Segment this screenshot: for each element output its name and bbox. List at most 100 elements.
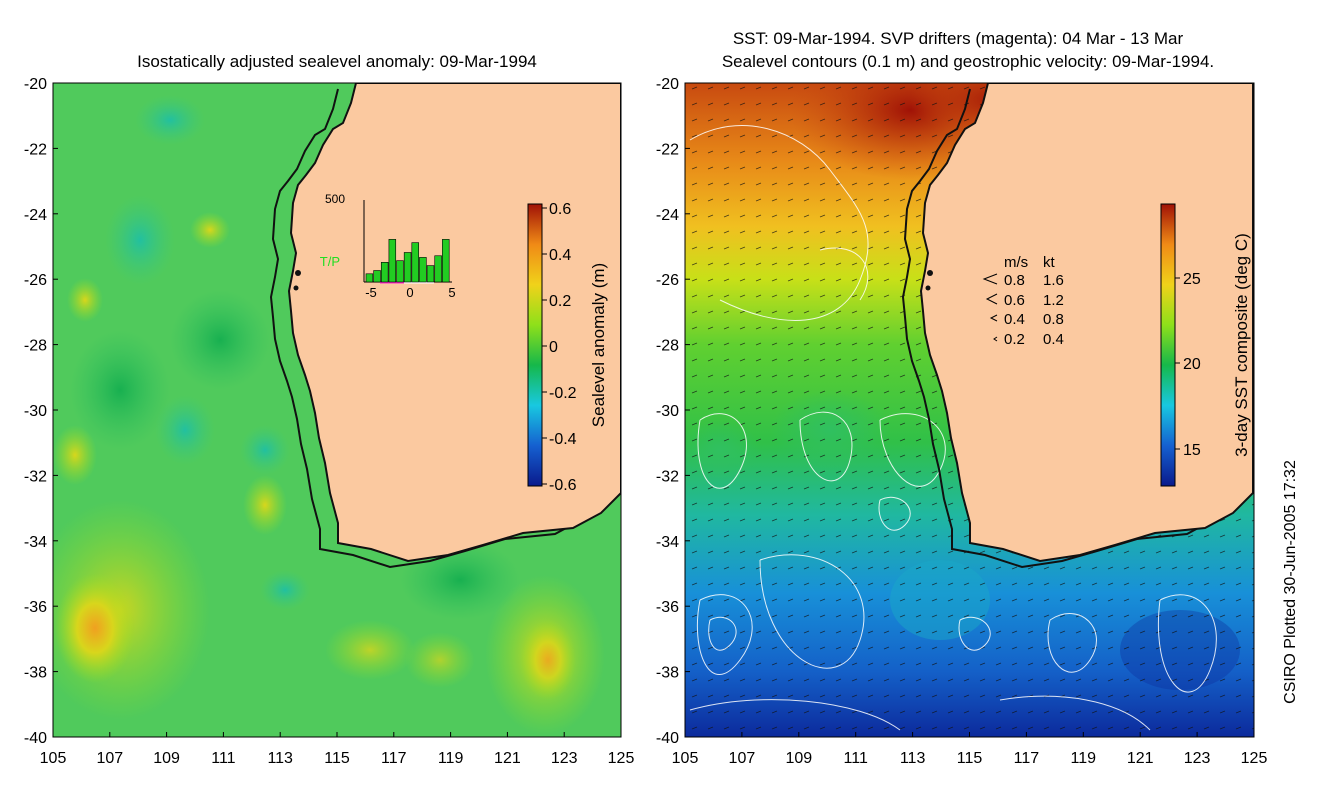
left-colorbar-ticks: 0.6 0.4 0.2 0 -0.2 -0.4 -0.6 [542,201,577,494]
legend-kt: 1.2 [1043,292,1064,309]
y-tick-label: -20 [24,76,47,93]
right-colorbar-tick: 25 [1183,271,1201,288]
legend-arrow-icon [989,314,998,322]
inset-bar [396,260,404,283]
left-colorbar-bar [527,203,543,487]
x-tick-label: 115 [324,750,350,767]
left-colorbar-tick: -0.6 [549,477,577,494]
left-colorbar-tick: -0.4 [549,431,577,448]
legend-arrow-icon [982,273,998,285]
x-tick-label: 109 [785,750,812,767]
y-tick-label: -24 [24,207,47,224]
y-tick-label: -36 [24,599,47,616]
legend-ms: 0.6 [1004,292,1025,309]
y-tick-label: -38 [656,665,679,682]
x-tick-label: 121 [1127,750,1154,767]
inset-bar [365,273,374,283]
y-tick-label: -20 [656,76,679,93]
inset-series-label: T/P [320,254,340,269]
x-tick-label: 107 [96,750,123,767]
y-tick-label: -34 [24,534,47,551]
right-title-line1: SST: 09-Mar-1994. SVP drifters (magenta)… [733,29,1184,48]
y-tick-label: -26 [24,272,47,289]
inset-bar [388,239,397,283]
x-tick-label: 105 [40,750,67,767]
inset-xtick: 5 [448,285,455,300]
x-tick-label: 121 [494,750,521,767]
x-tick-label: 119 [438,750,464,767]
right-map [685,83,1254,737]
x-tick-label: 117 [1014,750,1040,767]
left-colorbar-label: Sealevel anomaly (m) [589,263,608,427]
x-tick-label: 119 [1071,750,1097,767]
legend-kt: 0.8 [1043,311,1064,328]
y-tick-label: -28 [24,338,47,355]
inset-bar [403,252,412,283]
legend-ms: 0.8 [1004,272,1025,289]
right-colorbar-label: 3-day SST composite (deg C) [1232,233,1251,457]
x-tick-label: 111 [844,750,868,767]
right-x-axis: 105 107 109 111 113 115 117 119 121 123 125 [672,732,1268,767]
right-land [920,83,1254,562]
right-colorbar-bar [1160,203,1176,487]
left-colorbar-tick: 0.4 [549,247,571,264]
y-tick-label: -32 [656,468,679,485]
inset-bar [442,239,450,283]
right-coast [901,83,1254,569]
x-tick-label: 125 [1241,750,1268,767]
left-y-axis: -20 -22 -24 -26 -28 -30 -32 -34 -36 -38 -40 [24,76,58,747]
inset-bar [426,265,435,283]
x-tick-label: 113 [900,750,926,767]
y-tick-label: -32 [24,468,47,485]
inset-xtick: 0 [406,285,413,300]
plot-credit: CSIRO Plotted 30-Jun-2005 17:32 [1282,460,1299,704]
legend-ms: 0.2 [1004,331,1025,348]
warm-anomaly-west [55,573,135,683]
right-y-axis: -20 -22 -24 -26 -28 -30 -32 -34 -36 -38 -40 [656,76,690,747]
y-tick-label: -36 [656,599,679,616]
x-tick-label: 107 [729,750,756,767]
left-colorbar-tick: 0.2 [549,293,571,310]
left-map [53,83,621,737]
x-tick-label: 115 [957,750,983,767]
left-x-axis: 105 107 109 111 113 115 117 119 121 123 125 [40,732,635,767]
legend-kt: 0.4 [1043,331,1064,348]
inset-ymax-label: 500 [325,192,345,206]
left-coast [269,83,621,569]
inset-histogram: 500 T/P -5 0 5 [320,192,456,300]
inset-bar [411,242,419,283]
inset-bar [434,255,442,283]
legend-arrow-icon [993,336,998,342]
right-colorbar: 25 20 15 3-day SST composite (deg C) [1160,203,1251,487]
y-tick-label: -40 [656,730,679,747]
y-tick-label: -40 [24,730,47,747]
right-colorbar-tick: 15 [1183,442,1201,459]
right-panel: SST: 09-Mar-1994. SVP drifters (magenta)… [656,29,1268,767]
y-tick-label: -30 [24,403,47,420]
y-tick-label: -26 [656,272,679,289]
x-tick-label: 113 [267,750,293,767]
x-tick-label: 109 [153,750,180,767]
x-tick-label: 125 [608,750,635,767]
legend-header-ms: m/s [1004,254,1028,271]
inset-bar [380,262,389,283]
legend-header-kt: kt [1043,254,1056,271]
left-colorbar-tick: 0.6 [549,201,571,218]
warm-anomaly-east [520,620,576,700]
inset-bar [373,270,381,283]
x-tick-label: 123 [551,750,578,767]
legend-arrow-icon [985,293,998,305]
y-tick-label: -38 [24,665,47,682]
right-title-line2: Sealevel contours (0.1 m) and geostrophi… [722,52,1214,71]
legend-ms: 0.4 [1004,311,1025,328]
legend-kt: 1.6 [1043,272,1064,289]
y-tick-label: -28 [656,338,679,355]
left-panel: Isostatically adjusted sealevel anomaly:… [24,52,635,767]
x-tick-label: 105 [672,750,699,767]
y-tick-label: -22 [24,141,47,158]
y-tick-label: -24 [656,207,679,224]
left-colorbar-tick: -0.2 [549,385,577,402]
right-colorbar-tick: 20 [1183,356,1201,373]
x-tick-label: 111 [211,750,235,767]
x-tick-label: 123 [1184,750,1211,767]
